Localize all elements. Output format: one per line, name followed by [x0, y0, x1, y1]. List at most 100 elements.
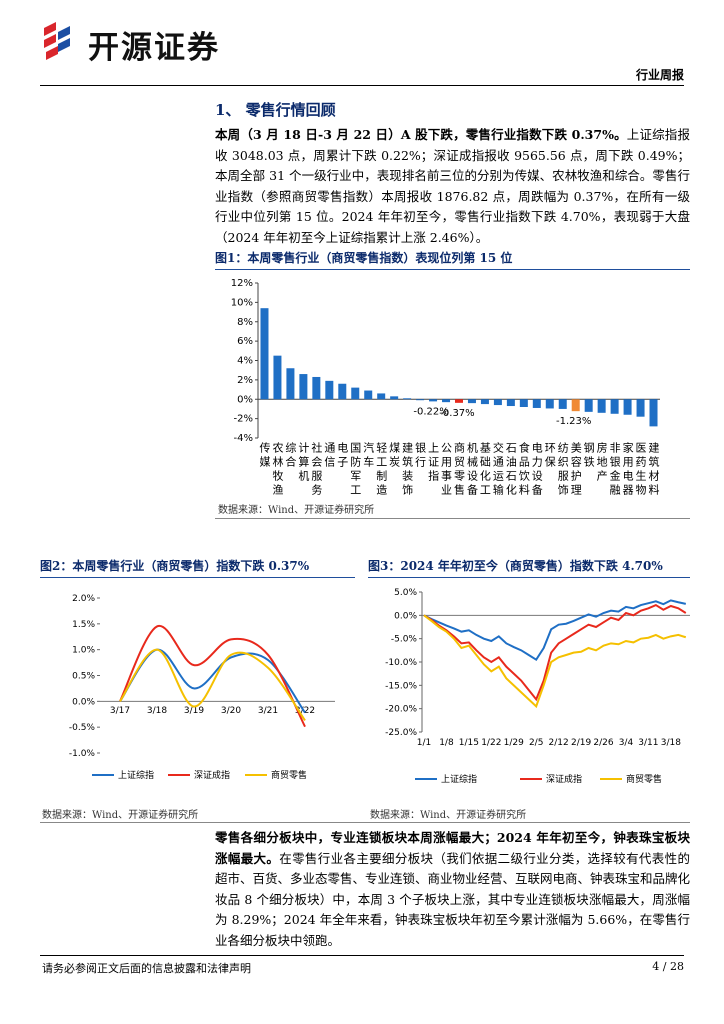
data-label: -0.22% [413, 406, 448, 417]
x-tick-label: 1/1 [417, 738, 431, 748]
legend-label: 深证成指 [194, 769, 230, 781]
x-tick-label: 电子 [336, 442, 349, 470]
y-tick-label: 4% [237, 356, 253, 367]
x-tick-label: 建筑材料 [647, 441, 660, 498]
figure-caption: 图2：本周零售行业（商贸零售）指数下跌 0.37% [40, 557, 355, 578]
x-tick-label: 环保 [543, 442, 556, 470]
y-tick-label: -5.0% [391, 635, 418, 645]
y-tick-label: -4% [234, 433, 253, 444]
bar [403, 398, 412, 400]
header-rule [40, 85, 684, 86]
data-label: -1.23% [556, 416, 591, 427]
footer-rule [40, 955, 684, 956]
x-tick-label: 医药生物 [634, 442, 647, 498]
bar [364, 390, 373, 400]
bar [649, 399, 658, 427]
y-tick-label: 1.5% [72, 620, 95, 630]
text: 在零售行业各主要细分板块（我们依据二级行业分类，选择较有代表性的超市、百货、多业… [215, 850, 691, 948]
y-tick-label: 2% [237, 375, 253, 386]
bar [299, 374, 308, 400]
x-tick-label: 石油石化 [504, 442, 517, 498]
bar [390, 396, 399, 400]
bold-text: 本周（3 月 18 日-3 月 22 日）A 股下跌，零售行业指数下跌 0.37… [215, 127, 627, 142]
y-tick-label: -25.0% [385, 728, 417, 738]
x-tick-label: 社会服务 [310, 441, 323, 498]
series-line [119, 625, 306, 728]
data-label: -0.37% [439, 408, 474, 419]
series-line [423, 603, 687, 702]
bold-text: 零售各细分板块中，专业连锁板块本周涨幅最大；2024 年年初至今，钟表珠宝板块涨… [215, 830, 690, 866]
x-tick-label: 电力设备 [530, 442, 543, 498]
x-tick-label: 3/20 [221, 706, 241, 716]
series-line [423, 614, 687, 709]
series-line [423, 599, 687, 662]
bar [532, 399, 541, 408]
figure-caption: 图3：2024 年年初至今（商贸零售）指数下跌 4.70% [368, 557, 690, 578]
bar [442, 399, 451, 403]
x-tick-label: 综合 [284, 441, 297, 470]
x-tick-label: 银行 [414, 441, 427, 470]
bar [338, 383, 347, 400]
x-tick-label: 交通运输 [491, 441, 504, 498]
x-tick-label: 建筑装饰 [401, 441, 414, 498]
x-tick-label: 食品饮料 [517, 441, 530, 498]
x-tick-label: 1/8 [439, 738, 454, 748]
figure-source: 数据来源：Wind、开源证券研究所 [218, 505, 375, 516]
x-tick-label: 上证指 [427, 442, 440, 484]
bar [519, 399, 528, 407]
bar [377, 393, 386, 400]
legend-label: 深证成指 [546, 773, 582, 785]
x-tick-label: 轻工制造 [375, 441, 388, 498]
x-tick-label: 钢铁 [582, 442, 595, 470]
x-tick-label: 非银金融 [608, 442, 621, 498]
bar [467, 399, 476, 404]
bar [506, 399, 515, 407]
bar [455, 399, 463, 403]
logo-icon [44, 22, 70, 60]
bar [545, 399, 554, 409]
x-tick-label: 家用电器 [621, 441, 634, 498]
bar [260, 308, 269, 400]
y-tick-label: -0.5% [69, 723, 96, 733]
x-tick-label: 基础化工 [478, 442, 491, 498]
y-tick-label: 6% [237, 336, 253, 347]
bar [416, 399, 425, 401]
bar [584, 399, 593, 412]
legend-label: 上证综指 [118, 769, 154, 781]
x-tick-label: 美容护理 [569, 442, 582, 498]
bar [273, 355, 282, 400]
text: 上证综指报收 3048.03 点，周累计下跌 0.22%；深证成指报收 9565… [215, 127, 690, 245]
bar [597, 399, 606, 413]
x-tick-label: 1/15 [459, 738, 479, 748]
figure-source: 数据来源：Wind、开源证券研究所 [42, 810, 199, 821]
y-tick-label: 5.0% [394, 588, 417, 598]
y-tick-label: 2.0% [72, 594, 95, 604]
y-tick-label: 10% [231, 297, 253, 308]
y-tick-label: -1.0% [69, 749, 96, 759]
section-title: 1、 零售行情回顾 [215, 101, 336, 119]
x-tick-label: 国防军工 [349, 442, 362, 498]
x-tick-label: 1/29 [504, 738, 524, 748]
bar [325, 380, 334, 400]
bar [636, 399, 645, 417]
x-tick-label: 传媒 [258, 442, 271, 470]
y-tick-label: 0.0% [394, 611, 417, 621]
footer-disclaimer: 请务必参阅正文后面的信息披露和法律声明 [42, 962, 251, 975]
x-tick-label: 3/11 [638, 738, 658, 748]
y-tick-label: 8% [237, 317, 253, 328]
x-tick-label: 公用事业 [440, 442, 453, 498]
y-tick-label: -10.0% [385, 658, 417, 668]
x-tick-label: 纺织服饰 [556, 441, 569, 498]
bar [558, 399, 567, 409]
x-tick-label: 房地产 [595, 442, 608, 484]
x-tick-label: 2/19 [571, 738, 591, 748]
bar [286, 368, 295, 400]
x-tick-label: 商贸零售 [453, 441, 466, 498]
y-tick-label: 1.0% [72, 646, 95, 656]
figure-source: 数据来源：Wind、开源证券研究所 [370, 810, 527, 821]
y-tick-label: 0% [237, 394, 253, 405]
x-tick-label: 1/22 [481, 738, 501, 748]
bar [571, 399, 580, 412]
bar [480, 399, 489, 405]
